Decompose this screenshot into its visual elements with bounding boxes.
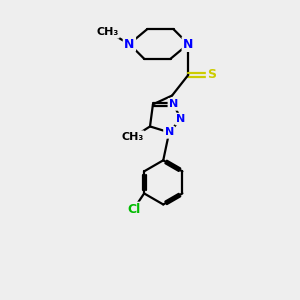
Text: N: N	[164, 127, 174, 137]
Text: S: S	[207, 68, 216, 81]
Text: N: N	[176, 114, 185, 124]
Text: Cl: Cl	[127, 203, 140, 216]
Text: N: N	[124, 38, 135, 50]
Text: CH₃: CH₃	[96, 27, 118, 37]
Text: CH₃: CH₃	[121, 132, 143, 142]
Text: N: N	[183, 38, 194, 50]
Text: N: N	[169, 99, 178, 110]
